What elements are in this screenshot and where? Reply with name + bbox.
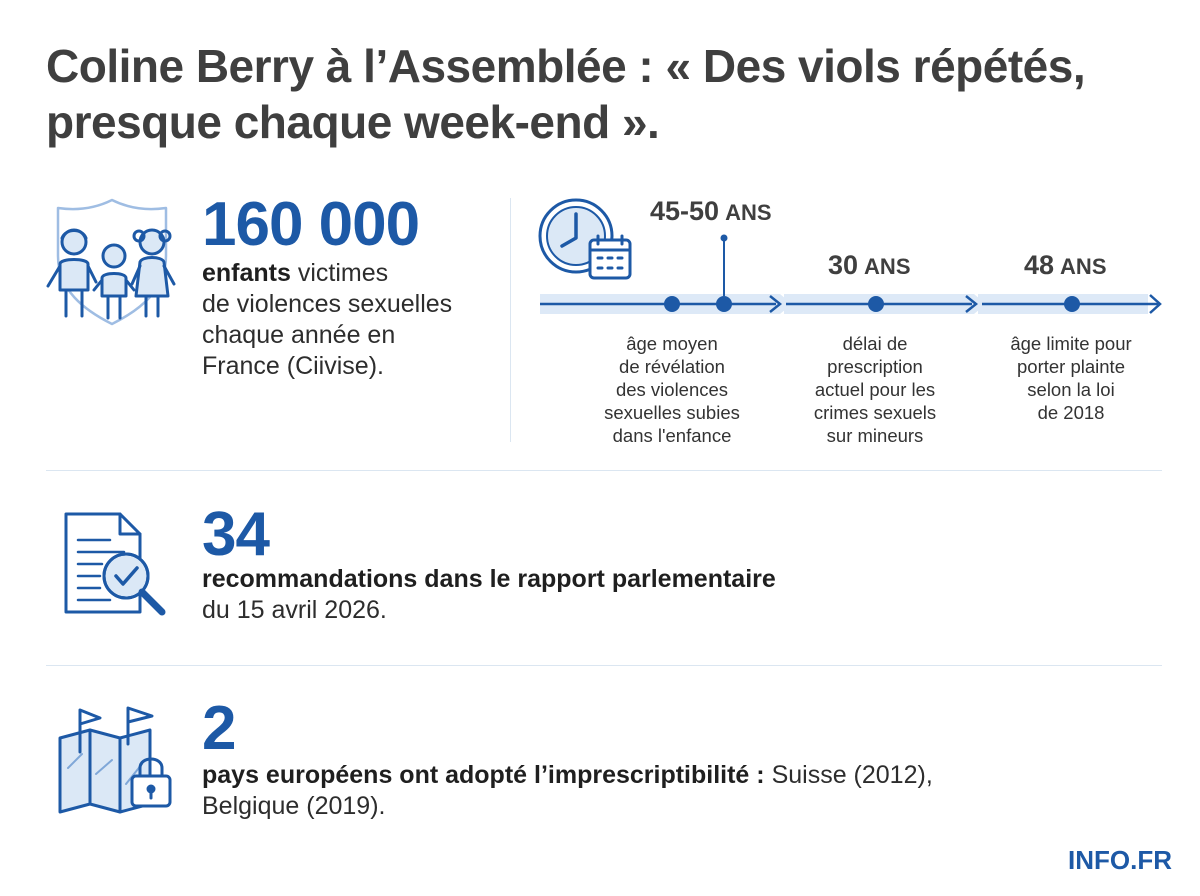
stat-number-enfants: 160 000 — [202, 190, 420, 259]
timeline-track — [540, 234, 1166, 320]
stat-description-pays: pays européens ont adopté l’imprescripti… — [202, 761, 933, 820]
brand-logo: INFO.FR — [1068, 845, 1172, 875]
timeline-desc-2: délai de prescription actuel pour les cr… — [813, 333, 937, 446]
section-divider-1 — [46, 470, 1162, 471]
timeline-label-1: 45-50 ANS — [650, 196, 772, 226]
timeline-label-3: 48 ANS — [1024, 250, 1107, 280]
document-magnifier-icon — [60, 508, 170, 620]
stat-description-enfants: enfants victimes de violences sexuelles … — [202, 259, 453, 380]
timeline-desc-3: âge limite pour porter plainte selon la … — [1010, 333, 1132, 423]
stat-description-recommandations: recommandations dans le rapport parlemen… — [202, 565, 776, 624]
stat-bold-pays: pays européens ont adopté l’imprescripti… — [202, 761, 765, 789]
clock-calendar-icon — [538, 196, 634, 286]
stat-number-pays: 2 — [202, 694, 236, 763]
section-divider-2 — [46, 665, 1162, 666]
title-line-2: presque chaque week-end ». — [46, 96, 660, 148]
stat-number-recommandations: 34 — [202, 500, 270, 569]
title-line-1: Coline Berry à l’Assemblée : « Des viols… — [46, 40, 1086, 92]
timeline-desc-1: âge moyen de révélation des violences se… — [604, 333, 740, 446]
vertical-divider — [510, 198, 511, 442]
children-shield-icon — [44, 198, 180, 326]
page-title: Coline Berry à l’Assemblée : « Des viols… — [46, 38, 1166, 150]
timeline-label-2: 30 ANS — [828, 250, 911, 280]
stat-bold-enfants: enfants — [202, 259, 291, 287]
map-flags-lock-icon — [56, 704, 176, 816]
stat-bold-recommandations: recommandations dans le rapport parlemen… — [202, 565, 776, 593]
